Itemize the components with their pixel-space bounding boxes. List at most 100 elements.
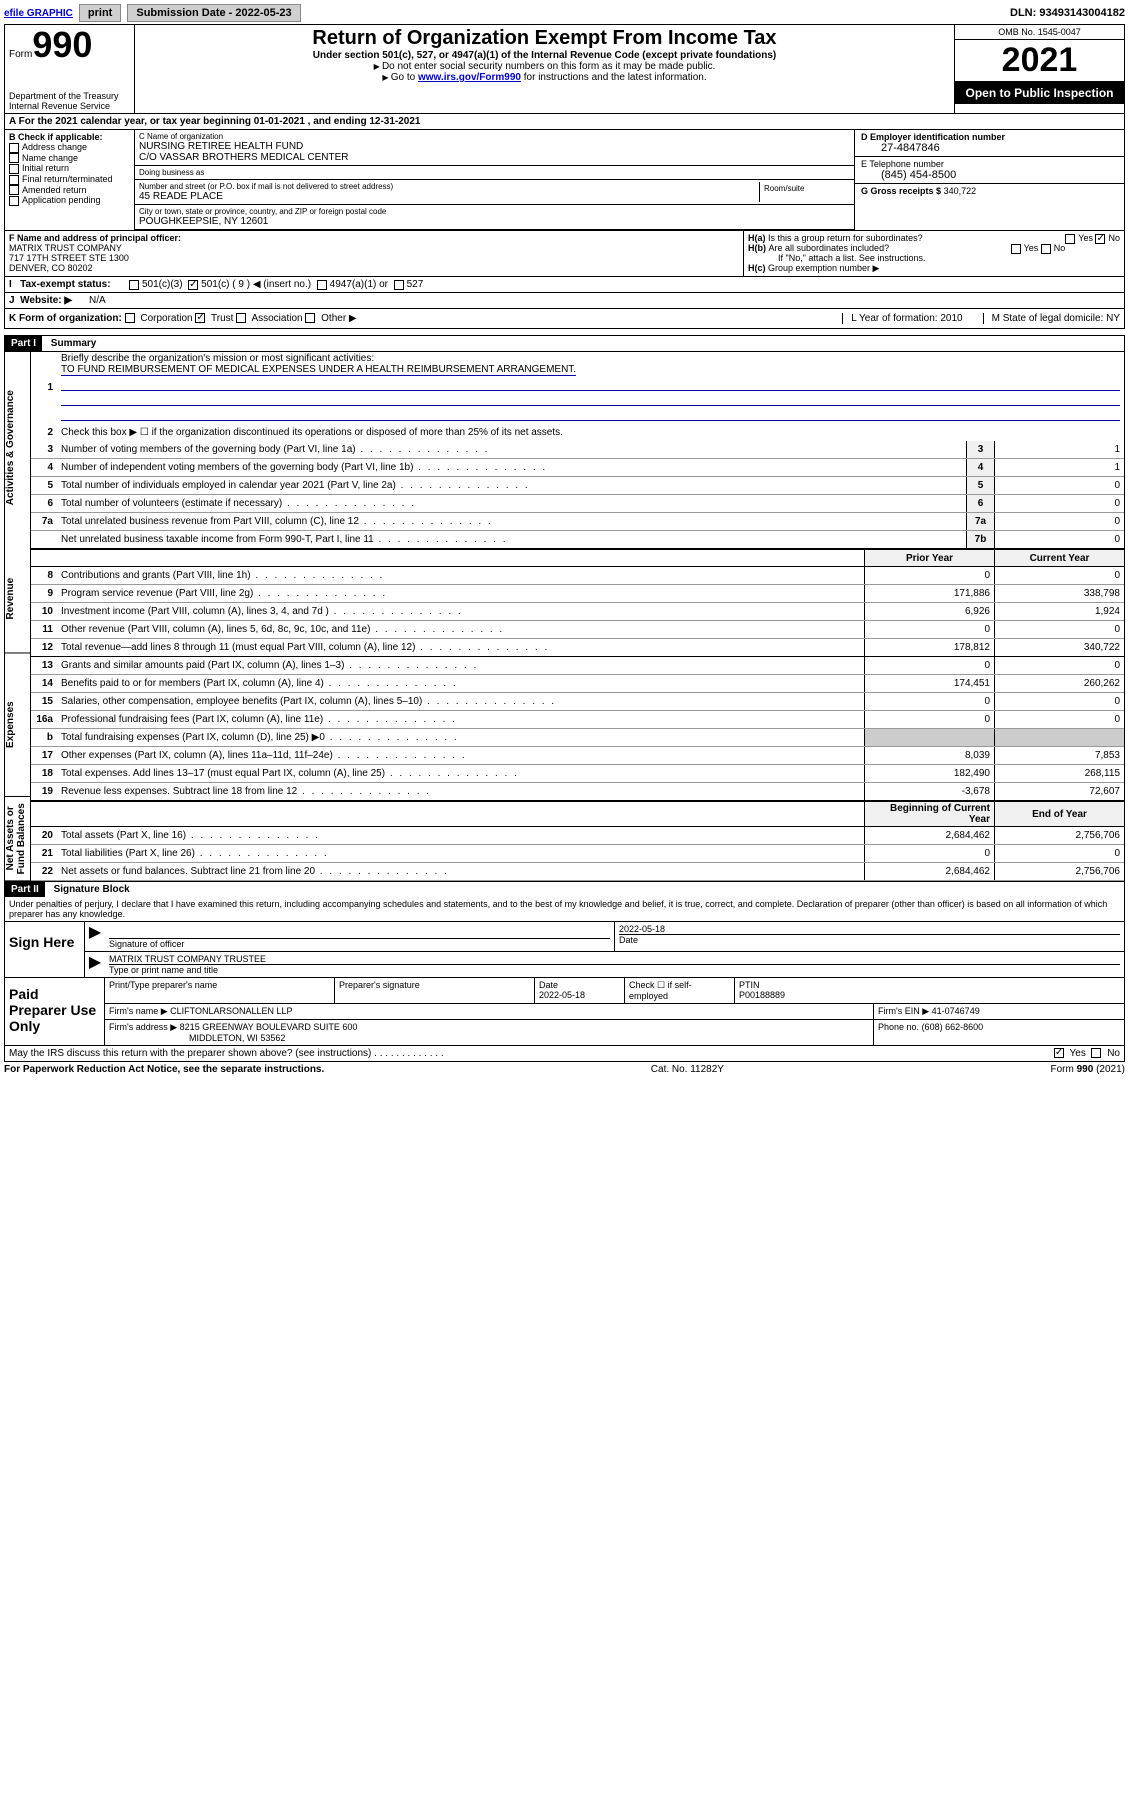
sum-line: 14 Benefits paid to or for members (Part… <box>31 675 1124 693</box>
j-website: J Website: ▶ N/A <box>4 293 1125 309</box>
part1-head: Part I <box>5 336 42 351</box>
ck-501c3[interactable] <box>129 280 139 290</box>
h-group: H(a) Is this a group return for subordin… <box>744 231 1124 276</box>
org-name: NURSING RETIREE HEALTH FUND <box>139 141 850 152</box>
k-label: K Form of organization: <box>9 313 122 324</box>
ck-other[interactable] <box>305 313 315 323</box>
ck-527[interactable] <box>394 280 404 290</box>
e-phone: E Telephone number (845) 454-8500 <box>855 157 1124 184</box>
ck-amended[interactable] <box>9 185 19 195</box>
sig-officer: Signature of officer <box>105 922 615 951</box>
city-label: City or town, state or province, country… <box>139 207 850 216</box>
print-button[interactable]: print <box>79 4 121 22</box>
ein: 27-4847846 <box>861 142 1118 154</box>
tax-year: 2021 <box>955 40 1124 82</box>
sign-here-label: Sign Here <box>5 922 85 977</box>
form-subtitle: Under section 501(c), 527, or 4947(a)(1)… <box>137 50 952 61</box>
efile-link[interactable]: efile GRAPHIC <box>4 8 73 19</box>
c-city-cell: City or town, state or province, country… <box>135 205 854 230</box>
k-row: K Form of organization: Corporation Trus… <box>4 309 1125 329</box>
d-column: D Employer identification number 27-4847… <box>854 130 1124 230</box>
sum-line: 16a Professional fundraising fees (Part … <box>31 711 1124 729</box>
g-receipts: G Gross receipts $ 340,722 <box>855 184 1124 198</box>
sig-intro: Under penalties of perjury, I declare th… <box>5 897 1124 921</box>
ck-hb-yes[interactable] <box>1011 244 1021 254</box>
discuss-q: May the IRS discuss this return with the… <box>9 1048 371 1059</box>
vlabel-net: Net Assets or Fund Balances <box>5 797 30 881</box>
yes: Yes <box>1078 233 1093 243</box>
ck-final[interactable] <box>9 175 19 185</box>
q2: Check this box ▶ ☐ if the organization d… <box>57 426 1124 439</box>
hdr-curr: Current Year <box>994 550 1124 566</box>
prep-h2: Preparer's signature <box>335 978 535 1003</box>
room-label: Room/suite <box>760 182 850 202</box>
sig-date-label: Date <box>619 934 1120 945</box>
sum-line: 12 Total revenue—add lines 8 through 11 … <box>31 639 1124 657</box>
irs-link[interactable]: www.irs.gov/Form990 <box>418 72 521 83</box>
city: POUGHKEEPSIE, NY 12601 <box>139 216 850 227</box>
hb-text: Are all subordinates included? <box>769 243 890 253</box>
k-opt: Association <box>251 313 302 324</box>
phone: (845) 454-8500 <box>861 169 1118 181</box>
ck-ha-no[interactable] <box>1095 234 1105 244</box>
ck-501c[interactable] <box>188 280 198 290</box>
vlabel-gov: Activities & Governance <box>5 352 30 544</box>
b-label: B Check if applicable: <box>9 132 130 142</box>
ck-4947[interactable] <box>317 280 327 290</box>
firm-city: MIDDLETON, WI 53562 <box>109 1033 285 1043</box>
ck-discuss-yes[interactable] <box>1054 1048 1064 1058</box>
ck-ha-yes[interactable] <box>1065 234 1075 244</box>
yes: Yes <box>1024 243 1039 253</box>
sum-line: b Total fundraising expenses (Part IX, c… <box>31 729 1124 747</box>
f-name: MATRIX TRUST COMPANY <box>9 243 739 253</box>
hdr-prior: Prior Year <box>864 550 994 566</box>
sig-date: 2022-05-18 Date <box>615 922 1124 951</box>
h-note: If "No," attach a list. See instructions… <box>748 253 1120 263</box>
fh-row: F Name and address of principal officer:… <box>4 230 1125 277</box>
ck-discuss-no[interactable] <box>1091 1048 1101 1058</box>
footer-mid: Cat. No. 11282Y <box>651 1064 724 1075</box>
sum-line: 5 Total number of individuals employed i… <box>31 477 1124 495</box>
b-item: Amended return <box>22 185 87 195</box>
ck-name[interactable] <box>9 153 19 163</box>
sum-line: 9 Program service revenue (Part VIII, li… <box>31 585 1124 603</box>
ck-pending[interactable] <box>9 196 19 206</box>
ck-hb-no[interactable] <box>1041 244 1051 254</box>
department: Department of the Treasury Internal Reve… <box>9 91 130 111</box>
sum-line: 6 Total number of volunteers (estimate i… <box>31 495 1124 513</box>
part2-bar: Part II Signature Block <box>4 882 1125 897</box>
prep-h1: Print/Type preparer's name <box>105 978 335 1003</box>
f-officer: F Name and address of principal officer:… <box>5 231 744 276</box>
prep-h4: Check ☐ if self-employed <box>625 978 735 1003</box>
note2b: for instructions and the latest informat… <box>521 72 707 83</box>
mission-line <box>61 392 1120 406</box>
no: No <box>1054 243 1066 253</box>
sum-line: 8 Contributions and grants (Part VIII, l… <box>31 567 1124 585</box>
ck-corp[interactable] <box>125 313 135 323</box>
b-item: Name change <box>22 153 78 163</box>
ck-assoc[interactable] <box>236 313 246 323</box>
prep-h5l: PTIN <box>739 980 760 990</box>
part2-head: Part II <box>5 882 45 897</box>
part1-bar: Part I Summary <box>4 335 1125 351</box>
no: No <box>1107 1048 1120 1059</box>
hc-text: Group exemption number ▶ <box>768 263 879 273</box>
ck-trust[interactable] <box>195 313 205 323</box>
i-o1: 501(c)(3) <box>142 279 183 290</box>
k-year: L Year of formation: 2010 <box>842 313 962 324</box>
sig-date-val: 2022-05-18 <box>619 924 1120 934</box>
sum-line: 7a Total unrelated business revenue from… <box>31 513 1124 531</box>
q1: Briefly describe the organization's miss… <box>61 353 374 364</box>
dln: DLN: 93493143004182 <box>1010 7 1125 19</box>
i-label: Tax-exempt status: <box>20 279 110 290</box>
form-word: Form <box>9 49 32 60</box>
firm-name-v: CLIFTONLARSONALLEN LLP <box>170 1006 292 1016</box>
footer-left: For Paperwork Reduction Act Notice, see … <box>4 1064 324 1075</box>
part2-title: Signature Block <box>48 884 130 895</box>
sum-line: 22 Net assets or fund balances. Subtract… <box>31 863 1124 881</box>
j-val: N/A <box>89 295 106 306</box>
ck-address[interactable] <box>9 143 19 153</box>
j-label: Website: ▶ <box>20 295 72 306</box>
ck-initial[interactable] <box>9 164 19 174</box>
line-2: 2 Check this box ▶ ☐ if the organization… <box>31 423 1124 441</box>
